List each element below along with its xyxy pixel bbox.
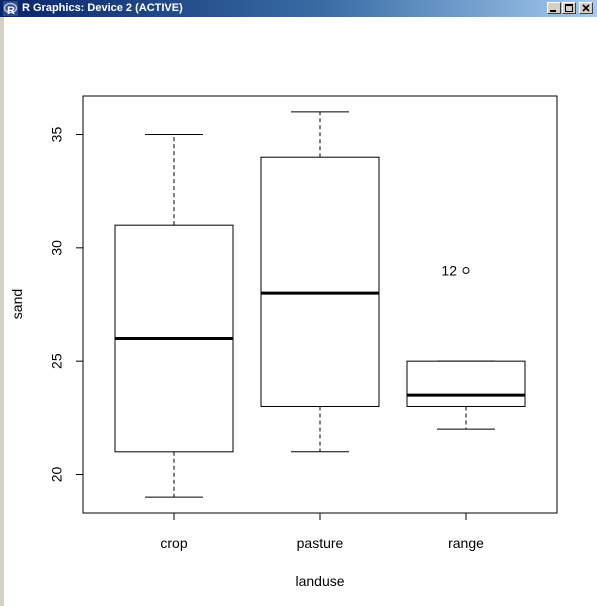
box-iqr xyxy=(260,156,380,407)
y-axis-label: sand xyxy=(9,289,25,319)
y-tick-label: 25 xyxy=(49,353,65,369)
close-button[interactable] xyxy=(579,2,593,14)
window-title: R Graphics: Device 2 (ACTIVE) xyxy=(22,2,183,14)
svg-text:R: R xyxy=(7,5,15,16)
outlier-point xyxy=(462,267,470,275)
box-pasture xyxy=(260,111,380,453)
x-axis-label: landuse xyxy=(295,573,344,589)
minimize-button[interactable] xyxy=(547,2,561,14)
plot-area: 12 20 25 30 35 crop pasture range landuse sand xyxy=(4,17,597,606)
maximize-button[interactable] xyxy=(562,2,576,14)
boxplot-chart: 12 20 25 30 35 crop pasture range landuse sand xyxy=(9,95,558,589)
r-logo-icon: R xyxy=(3,1,18,16)
close-icon xyxy=(582,4,590,12)
y-tick-label: 20 xyxy=(49,466,65,482)
box-iqr xyxy=(406,360,526,407)
outlier-label: 12 xyxy=(441,263,457,279)
x-tick-label: range xyxy=(448,535,484,551)
x-tick-label: crop xyxy=(160,535,187,551)
box-crop xyxy=(114,134,234,498)
y-tick-label: 35 xyxy=(49,127,65,143)
y-tick-label: 30 xyxy=(49,240,65,256)
maximize-icon xyxy=(565,4,573,12)
minimize-icon xyxy=(550,10,556,12)
title-bar[interactable]: R R Graphics: Device 2 (ACTIVE) xyxy=(0,0,597,17)
box-range: 12 xyxy=(406,263,526,430)
x-tick-label: pasture xyxy=(297,535,344,551)
